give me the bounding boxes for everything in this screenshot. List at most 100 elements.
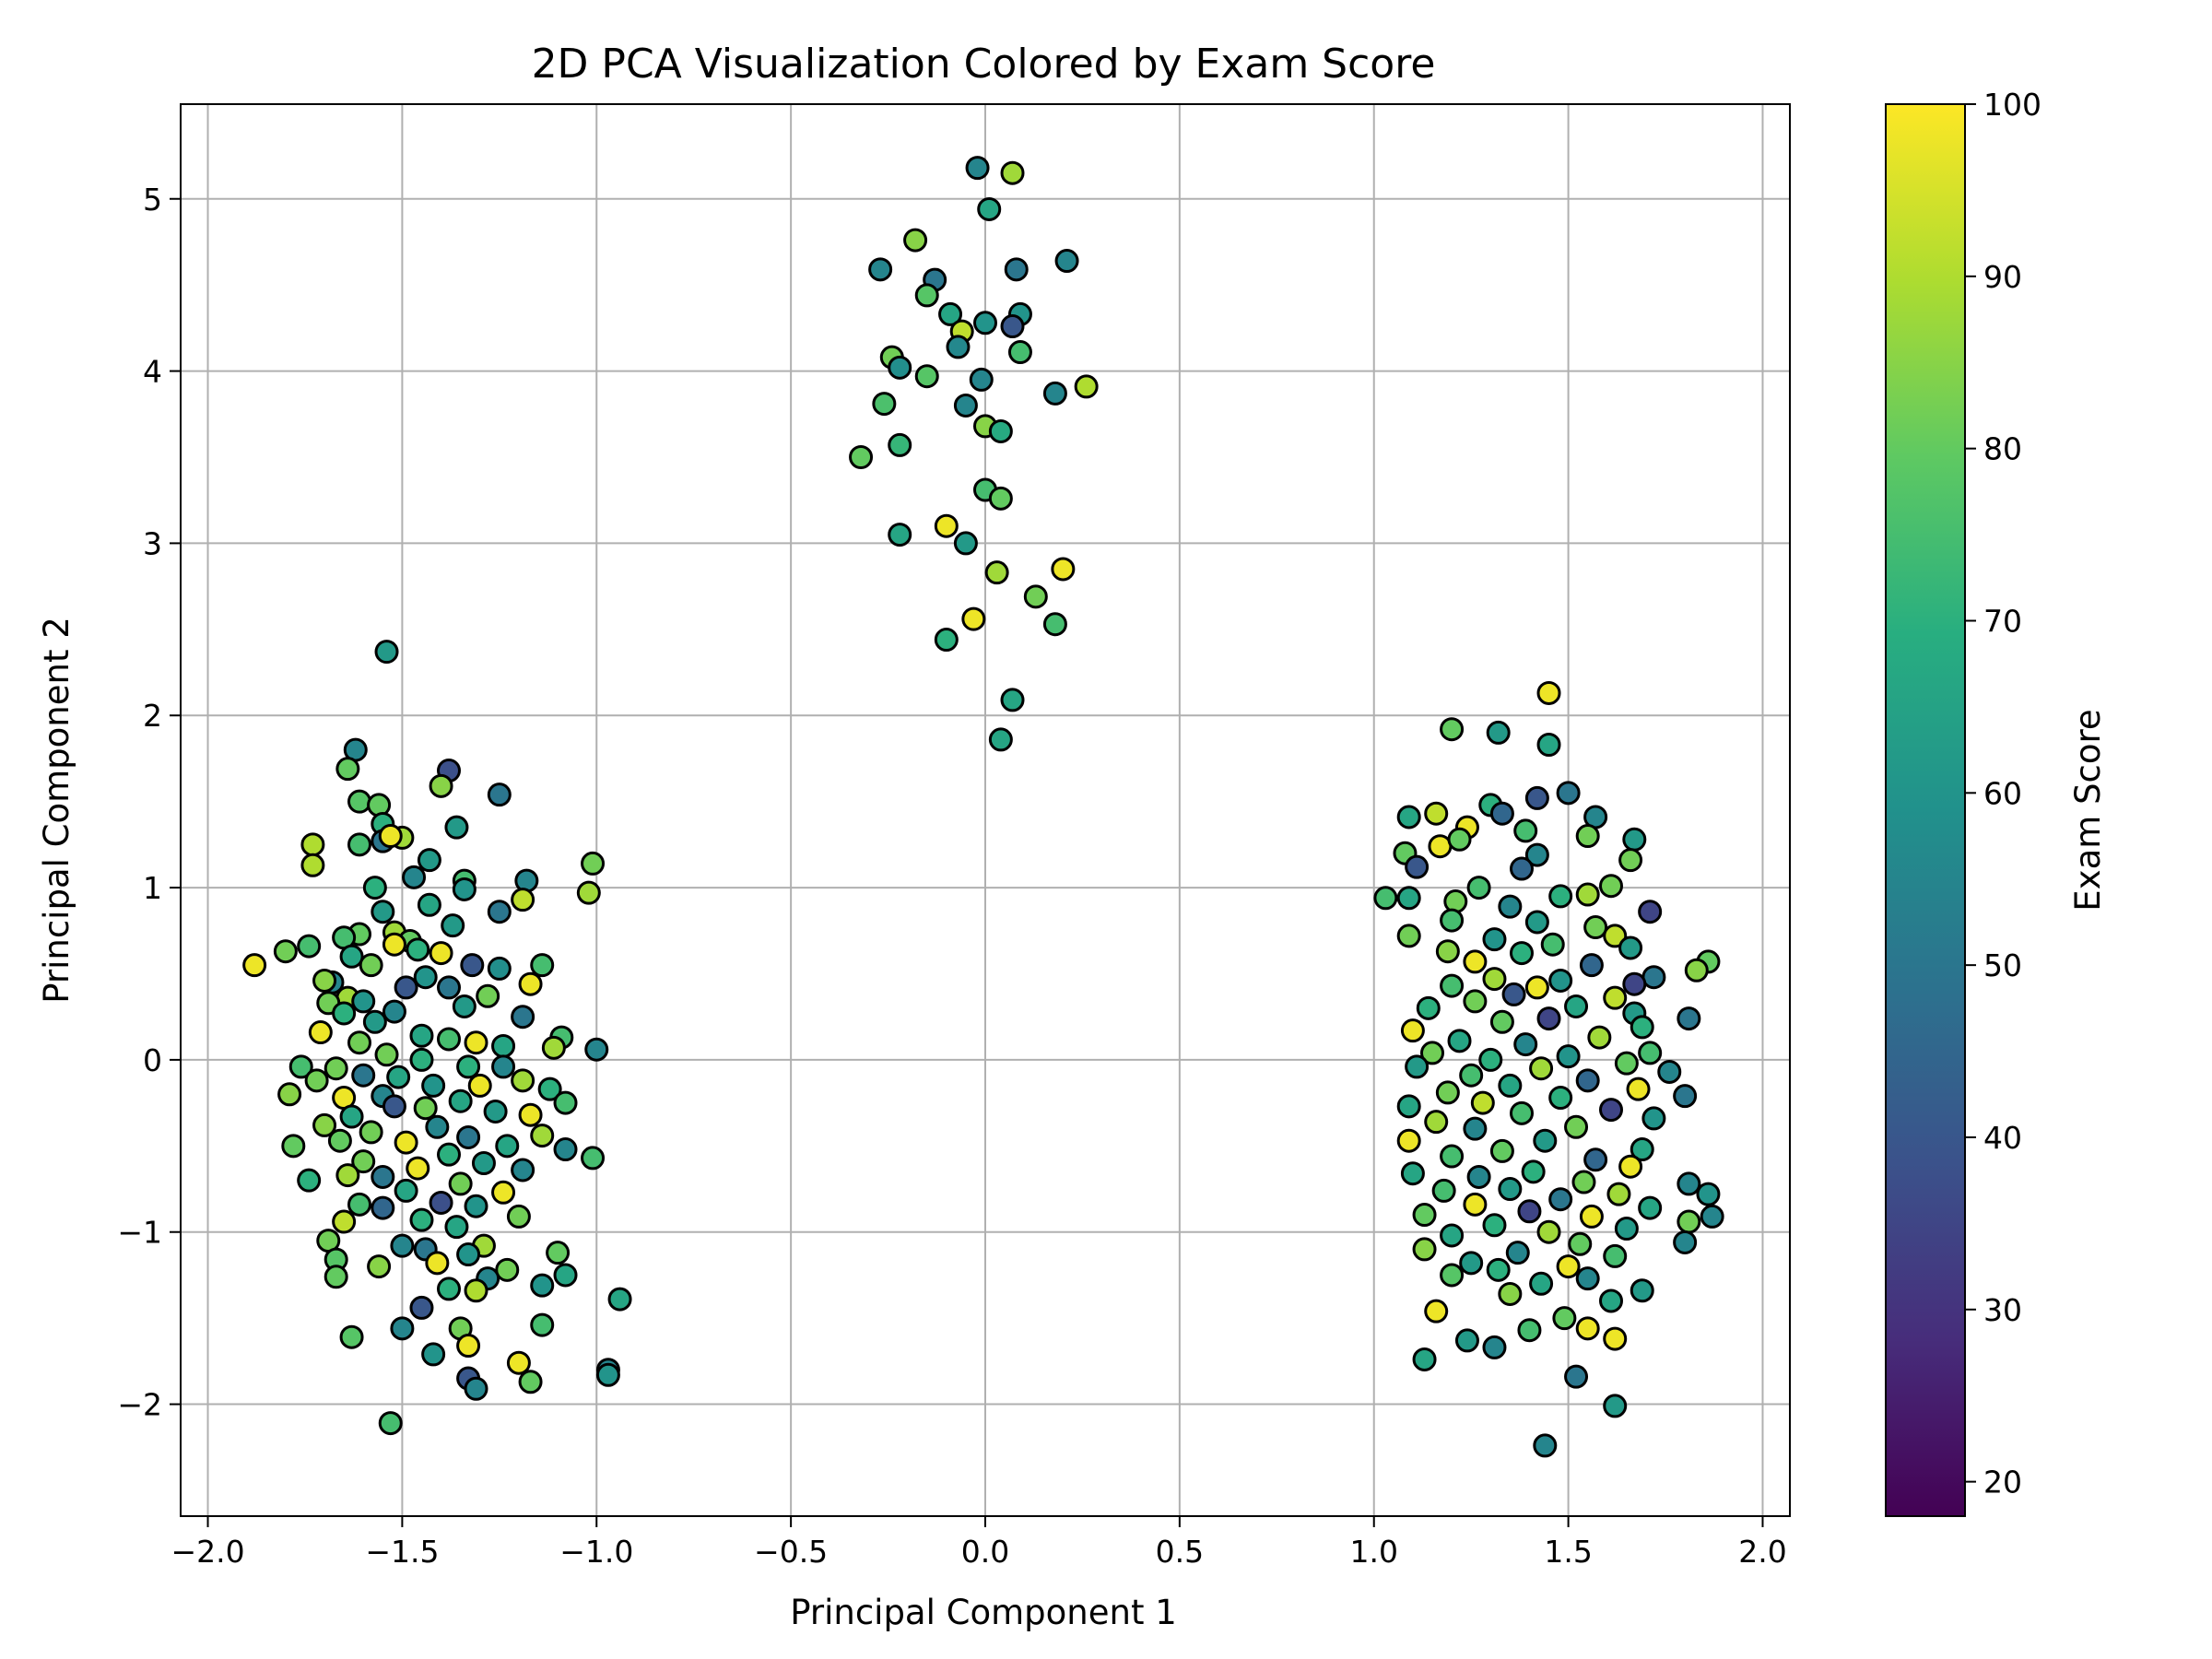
scatter-point <box>281 1134 306 1159</box>
scatter-point <box>378 824 403 849</box>
scatter-point <box>1684 958 1709 982</box>
scatter-point <box>347 789 371 814</box>
scatter-point <box>1396 886 1421 911</box>
colorbar-gradient <box>1886 104 1965 1516</box>
scatter-point <box>903 228 928 253</box>
scatter-point <box>1459 1063 1484 1088</box>
scatter-point <box>487 782 512 807</box>
scatter-point <box>1440 717 1465 742</box>
scatter-point <box>530 1124 555 1148</box>
scatter-point <box>1478 1047 1503 1072</box>
scatter-point <box>1677 1006 1701 1031</box>
scatter-point <box>1638 1041 1663 1065</box>
scatter-point <box>1548 1086 1573 1111</box>
scatter-point <box>1440 1263 1465 1288</box>
scatter-point <box>1463 1116 1488 1141</box>
scatter-point <box>495 1257 520 1282</box>
scatter-point <box>1583 1147 1608 1172</box>
scatter-point <box>1007 340 1032 365</box>
scatter-point <box>1571 1170 1596 1194</box>
x-tick-label: 1.0 <box>1349 1534 1397 1570</box>
scatter-point <box>1498 1281 1523 1306</box>
scatter-point <box>456 1054 481 1079</box>
y-tick-label: −2 <box>117 1387 162 1423</box>
scatter-point <box>409 1295 434 1320</box>
scatter-point <box>417 892 441 917</box>
scatter-point <box>888 523 912 547</box>
scatter-point <box>441 913 465 938</box>
scatter-point <box>1373 886 1398 911</box>
scatter-point <box>242 953 267 978</box>
colorbar-tick-label: 40 <box>1983 1120 2022 1156</box>
scatter-point <box>1440 908 1465 933</box>
scatter-point <box>914 364 939 389</box>
scatter-point <box>429 1190 453 1215</box>
scatter-point <box>1548 884 1573 909</box>
scatter-point <box>1517 1318 1542 1343</box>
scatter-point <box>351 1149 376 1174</box>
scatter-point <box>1603 924 1628 948</box>
scatter-point <box>518 1102 543 1127</box>
scatter-point <box>965 156 990 181</box>
y-axis-ticks: −2 −1 0 1 2 3 4 5 <box>117 182 181 1423</box>
scatter-point <box>1630 1015 1654 1040</box>
colorbar-tick-label: 50 <box>1983 947 2022 983</box>
scatter-point <box>1412 1203 1437 1228</box>
scatter-point <box>511 888 535 912</box>
scatter-point <box>1524 975 1549 1000</box>
scatter-point <box>914 283 939 308</box>
scatter-point <box>1641 1106 1666 1131</box>
scatter-point <box>402 865 427 889</box>
scatter-point <box>1023 584 1048 609</box>
scatter-point <box>1405 854 1430 879</box>
scatter-point <box>1622 971 1647 996</box>
scatter-point <box>1400 1018 1425 1043</box>
scatter-point <box>464 1376 488 1401</box>
scatter-point <box>339 1324 364 1349</box>
scatter-point <box>347 832 371 857</box>
scatter-point <box>1440 1223 1465 1248</box>
scatter-point <box>1696 1182 1721 1206</box>
scatter-point <box>1420 1041 1444 1065</box>
scatter-point <box>1431 1178 1456 1203</box>
scatter-point <box>1618 848 1643 873</box>
scatter-point <box>1396 1094 1421 1119</box>
scatter-point <box>1575 1266 1600 1291</box>
scatter-point <box>452 877 477 901</box>
scatter-point <box>1489 1009 1514 1034</box>
scatter-point <box>339 1104 364 1129</box>
scatter-point <box>1447 827 1472 852</box>
scatter-point <box>872 392 897 417</box>
scatter-point <box>1501 982 1526 1006</box>
scatter-point <box>1603 985 1628 1010</box>
colorbar-tick-label: 20 <box>1983 1465 2022 1500</box>
colorbar-tick-label: 80 <box>1983 431 2022 467</box>
scatter-point <box>487 900 512 924</box>
scatter-point <box>1042 381 1067 406</box>
scatter-point <box>351 1063 376 1088</box>
scatter-point <box>1466 1164 1491 1189</box>
scatter-point <box>437 1142 461 1167</box>
scatter-point <box>491 1180 516 1205</box>
scatter-point <box>371 900 395 924</box>
scatter-point <box>425 1251 450 1276</box>
scatter-point <box>339 944 364 969</box>
scatter-point <box>464 1194 488 1218</box>
scatter-point <box>390 1316 415 1341</box>
scatter-point <box>382 999 406 1024</box>
scatter-point <box>1575 1068 1600 1093</box>
scatter-point <box>1599 1098 1623 1123</box>
scatter-point <box>304 1068 329 1093</box>
scatter-point <box>1396 805 1421 830</box>
x-tick-label: 0.5 <box>1156 1534 1204 1570</box>
scatter-point <box>464 1030 488 1055</box>
scatter-point <box>1638 1195 1663 1220</box>
scatter-point <box>437 1277 461 1301</box>
scatter-point <box>359 953 383 978</box>
scatter-point <box>1603 1394 1628 1418</box>
scatter-point <box>1529 1271 1554 1296</box>
scatter-point <box>374 1042 399 1067</box>
scatter-point <box>595 1362 620 1387</box>
scatter-point <box>413 965 438 990</box>
scatter-point <box>362 876 387 900</box>
